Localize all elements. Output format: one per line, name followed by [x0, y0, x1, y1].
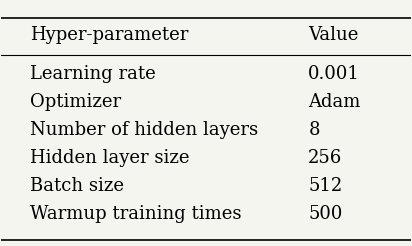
Text: Hyper-parameter: Hyper-parameter [30, 26, 188, 45]
Text: 500: 500 [308, 205, 343, 223]
Text: 256: 256 [308, 149, 342, 167]
Text: Learning rate: Learning rate [30, 65, 156, 83]
Text: Optimizer: Optimizer [30, 93, 121, 111]
Text: 0.001: 0.001 [308, 65, 360, 83]
Text: Hidden layer size: Hidden layer size [30, 149, 190, 167]
Text: 512: 512 [308, 177, 342, 195]
Text: Warmup training times: Warmup training times [30, 205, 241, 223]
Text: Batch size: Batch size [30, 177, 124, 195]
Text: Adam: Adam [308, 93, 360, 111]
Text: 8: 8 [308, 121, 320, 139]
Text: Number of hidden layers: Number of hidden layers [30, 121, 258, 139]
Text: Value: Value [308, 26, 359, 45]
